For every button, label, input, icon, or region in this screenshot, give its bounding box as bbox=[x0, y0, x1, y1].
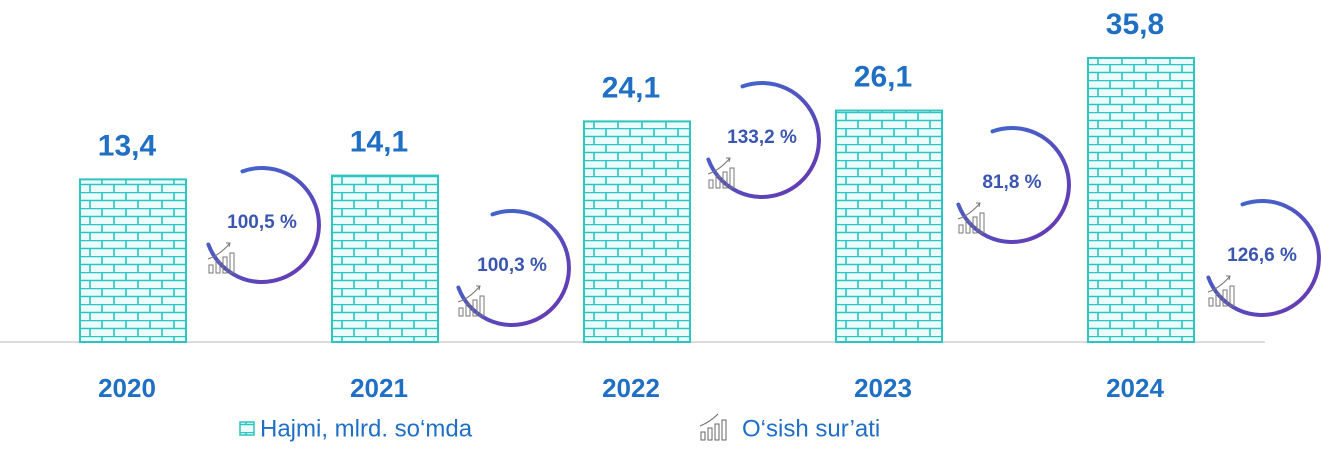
x-tick-label: 2024 bbox=[1106, 373, 1164, 403]
growth-ring bbox=[706, 80, 821, 199]
growth-icon bbox=[207, 242, 235, 274]
growth-label: 81,8 % bbox=[982, 172, 1041, 193]
legend-label: Hajmi, mlrd. so‘mda bbox=[260, 415, 473, 442]
legend-swatch bbox=[239, 421, 255, 436]
icon-bar bbox=[972, 216, 978, 234]
icon-bar bbox=[708, 179, 714, 189]
legend-label: O‘sish sur’ati bbox=[742, 415, 880, 442]
icon-bar bbox=[715, 175, 721, 189]
icon-bar bbox=[215, 260, 221, 274]
growth-ring bbox=[206, 165, 321, 284]
bar bbox=[1087, 57, 1195, 343]
icon-bar bbox=[222, 256, 228, 274]
growth-label: 100,5 % bbox=[227, 212, 297, 233]
icon-arrow bbox=[957, 202, 981, 220]
growth-icon bbox=[957, 202, 985, 234]
icon-bar bbox=[479, 295, 485, 317]
growth-icon bbox=[707, 157, 735, 189]
bar bbox=[583, 120, 691, 343]
growth-ring bbox=[1206, 198, 1321, 317]
icon-bar bbox=[472, 299, 478, 317]
icon-arrow bbox=[707, 157, 731, 175]
value-label: 26,1 bbox=[854, 60, 912, 93]
x-tick-label: 2022 bbox=[602, 373, 660, 403]
icon-bar bbox=[1215, 293, 1221, 307]
icon-bar bbox=[965, 220, 971, 234]
x-tick-label: 2021 bbox=[350, 373, 408, 403]
icon-bar bbox=[465, 303, 471, 317]
legend: Hajmi, mlrd. so‘mda O‘sish sur’ati bbox=[239, 413, 880, 442]
value-label: 14,1 bbox=[350, 126, 408, 159]
icon-bar bbox=[958, 224, 964, 234]
bar bbox=[835, 109, 943, 344]
icon-bar bbox=[729, 167, 735, 189]
growth-label: 126,6 % bbox=[1227, 245, 1297, 266]
icon-bar bbox=[1222, 289, 1228, 307]
icon-bar bbox=[458, 307, 464, 317]
value-label: 35,8 bbox=[1106, 8, 1164, 41]
icon-bar bbox=[1229, 285, 1235, 307]
icon-bar bbox=[722, 171, 728, 189]
growth-ring bbox=[956, 125, 1071, 244]
growth-ring bbox=[456, 208, 571, 327]
icon-arrow bbox=[1207, 275, 1231, 293]
icon-bar bbox=[229, 252, 235, 274]
value-label: 24,1 bbox=[602, 71, 660, 104]
growth-label: 100,3 % bbox=[477, 255, 547, 276]
growth-icon bbox=[1207, 275, 1235, 307]
bar bbox=[331, 174, 439, 343]
bar bbox=[79, 178, 187, 343]
icon-bar bbox=[208, 264, 214, 274]
icon-arrow bbox=[207, 242, 231, 260]
icon-arrow bbox=[457, 285, 481, 303]
value-label: 13,4 bbox=[98, 129, 157, 162]
icon-bar bbox=[979, 212, 985, 234]
growth-icon bbox=[457, 285, 485, 317]
icon-bar bbox=[1208, 297, 1214, 307]
legend-icon bbox=[699, 413, 727, 441]
growth-label: 133,2 % bbox=[727, 127, 797, 148]
x-tick-label: 2020 bbox=[98, 373, 156, 403]
x-tick-label: 2023 bbox=[854, 373, 912, 403]
